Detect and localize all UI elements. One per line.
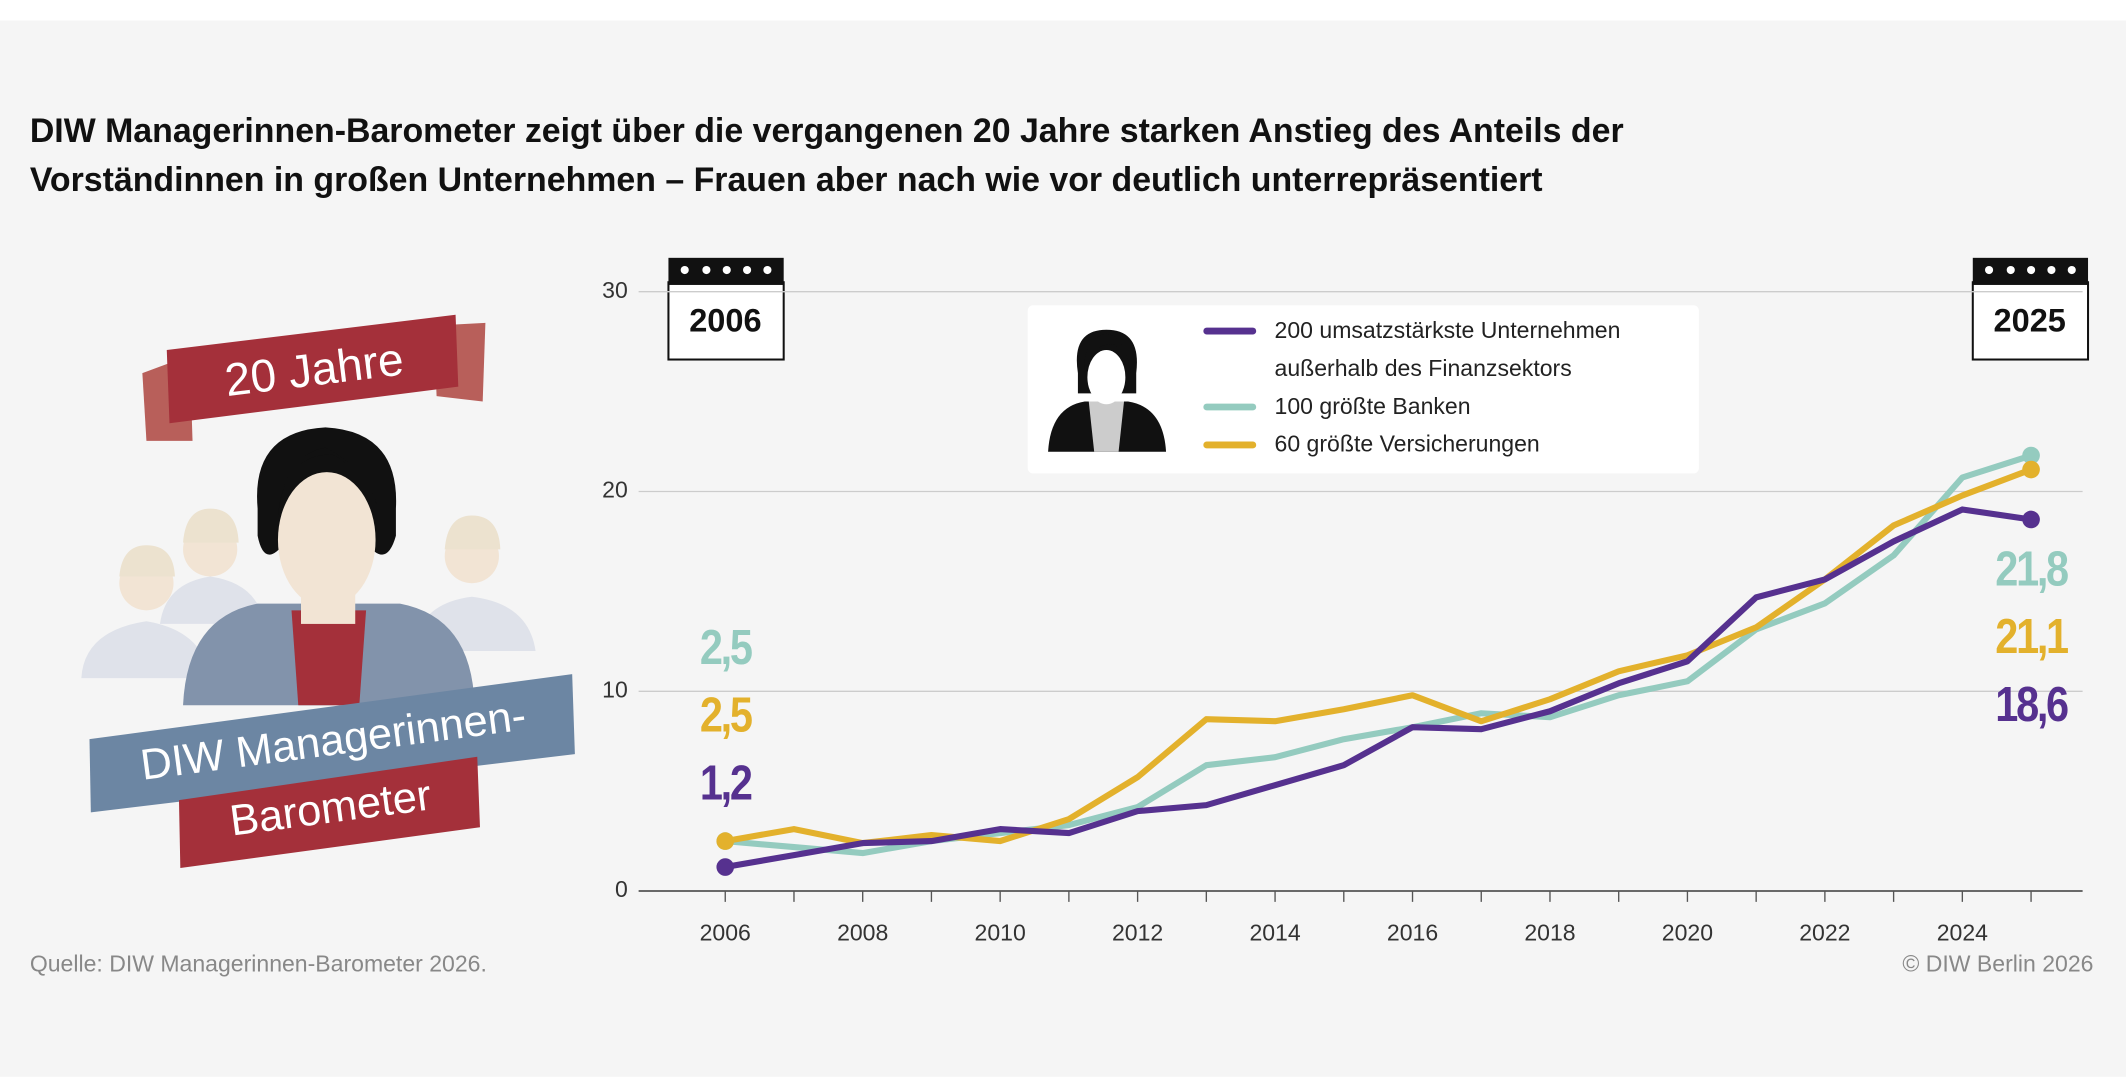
x-tick-label: 2020 [1662,920,1713,946]
legend-entry: 200 umsatzstärkste Unternehmen außerhalb… [1274,317,1621,382]
x-tick-label: 2016 [1387,920,1438,946]
x-tick-label: 2010 [975,920,1026,946]
series-line [724,506,2032,871]
x-tick-label: 2018 [1524,920,1575,946]
value-label: 18,6 [1995,677,2068,732]
end-point [716,832,735,850]
legend-label: 200 umsatzstärkste Unternehmen außerhalb… [1274,317,1621,382]
end-point [2022,510,2040,529]
value-label: 1,2 [700,755,752,810]
legend-label: 100 größte Banken [1274,393,1471,420]
calendar-year: 2025 [1994,303,2066,339]
calendar-year: 2006 [689,303,761,339]
x-tick-label: 2006 [700,920,751,946]
x-tick-label: 2008 [837,920,888,946]
value-label: 2,5 [700,620,752,675]
end-point [2022,460,2040,479]
copyright: © DIW Berlin 2026 [1902,951,2093,977]
illustration [81,314,575,868]
x-tick-label: 2012 [1112,920,1163,946]
value-label: 21,1 [1995,609,2068,664]
legend-entry: 60 größte Versicherungen [1274,431,1540,458]
legend-box [1027,305,1699,474]
end-point [716,858,735,876]
x-tick-label: 2024 [1937,920,1988,946]
legend-label: 60 größte Versicherungen [1274,431,1540,458]
end-point [2022,446,2040,465]
x-tick-label: 2022 [1799,920,1850,946]
x-tick-label: 2014 [1249,920,1300,946]
source: Quelle: DIW Managerinnen-Barometer 2026. [30,951,487,977]
title-line: DIW Managerinnen-Barometer zeigt über di… [30,112,1624,150]
y-tick-label: 10 [602,676,628,702]
value-label: 21,8 [1995,541,2068,596]
title-line: Vorständinnen in großen Unternehmen – Fr… [30,161,1543,199]
y-tick-label: 30 [602,277,628,303]
y-tick-label: 20 [602,477,628,503]
calendar [1971,257,2090,361]
plot: 0 10 20 30 2006 2008 2010 2012 2014 2016 2018 2020 2… [602,277,2083,946]
legend-entry: 100 größte Banken [1274,393,1471,420]
legend: 200 umsatzstärkste Unternehmen außerhalb… [1203,317,1621,458]
y-tick-label: 0 [615,876,628,902]
value-label: 2,5 [700,688,752,743]
legend-icon [1048,329,1167,452]
calendar [667,257,785,361]
